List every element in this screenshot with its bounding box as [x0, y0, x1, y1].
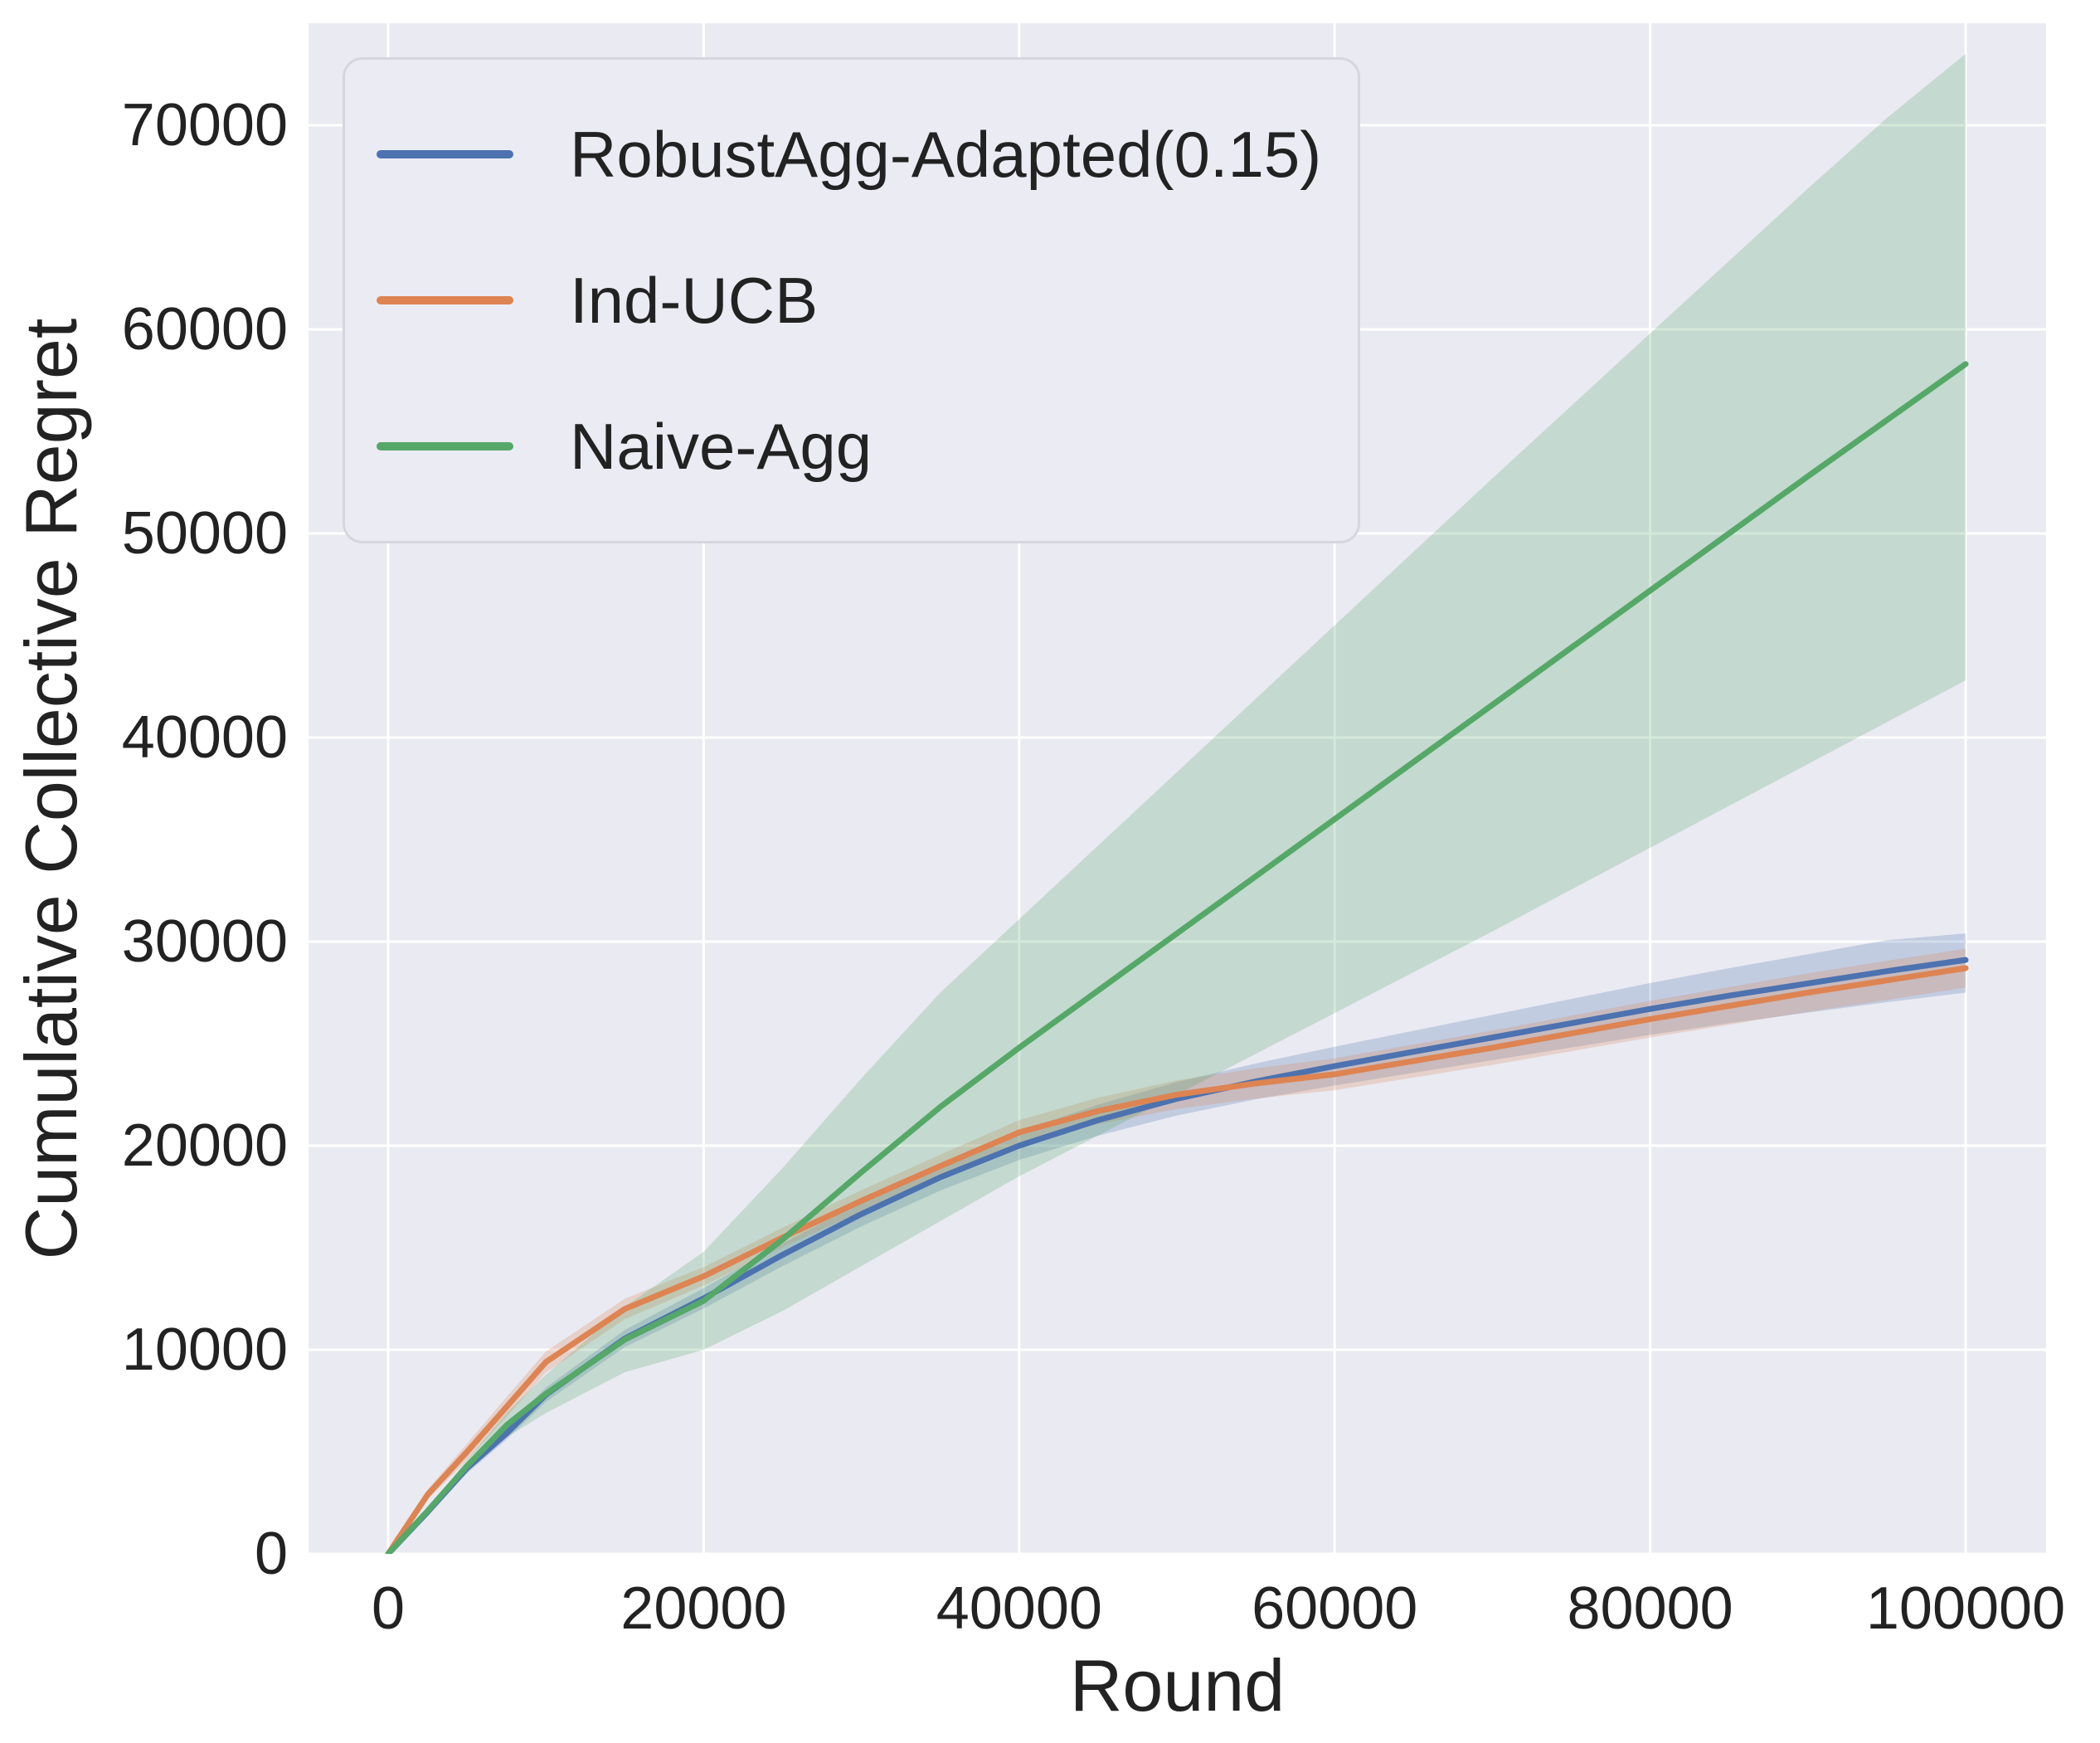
confidence-band-ind-ucb — [388, 948, 1966, 1554]
y-tick-label: 20000 — [121, 1113, 288, 1179]
x-tick-label: 20000 — [620, 1575, 787, 1642]
legend-label: RobustAgg-Adapted(0.15) — [570, 117, 1322, 191]
legend: RobustAgg-Adapted(0.15) Ind-UCB Naive-Agg — [343, 57, 1361, 543]
y-tick-label: 30000 — [121, 908, 288, 975]
legend-row: RobustAgg-Adapted(0.15) — [377, 81, 1321, 227]
legend-row: Naive-Agg — [377, 373, 1321, 519]
legend-label: Naive-Agg — [570, 409, 873, 483]
y-tick-label: 10000 — [121, 1317, 288, 1383]
confidence-band-naive-agg — [388, 53, 1966, 1554]
legend-label: Ind-UCB — [570, 263, 819, 337]
y-tick-label: 70000 — [121, 92, 288, 158]
x-tick-label: 100000 — [1865, 1575, 2066, 1642]
legend-line-sample — [377, 442, 513, 450]
series-line-ind-ucb — [385, 965, 1969, 1554]
legend-line-sample — [377, 296, 513, 304]
y-tick-label: 0 — [254, 1521, 288, 1587]
x-tick-label: 60000 — [1252, 1575, 1418, 1642]
x-tick-label: 0 — [371, 1575, 406, 1642]
y-tick-label: 50000 — [121, 500, 288, 567]
y-axis-title: Cumulative Collective Regret — [10, 318, 92, 1259]
legend-row: Ind-UCB — [377, 227, 1321, 373]
y-tick-label: 40000 — [121, 704, 288, 771]
series-line-naive-agg — [385, 361, 1969, 1554]
x-tick-label: 80000 — [1567, 1575, 1733, 1642]
legend-line-sample — [377, 150, 513, 158]
y-tick-label: 60000 — [121, 296, 288, 363]
x-axis-title: Round — [1069, 1644, 1286, 1726]
x-tick-label: 40000 — [936, 1575, 1102, 1642]
